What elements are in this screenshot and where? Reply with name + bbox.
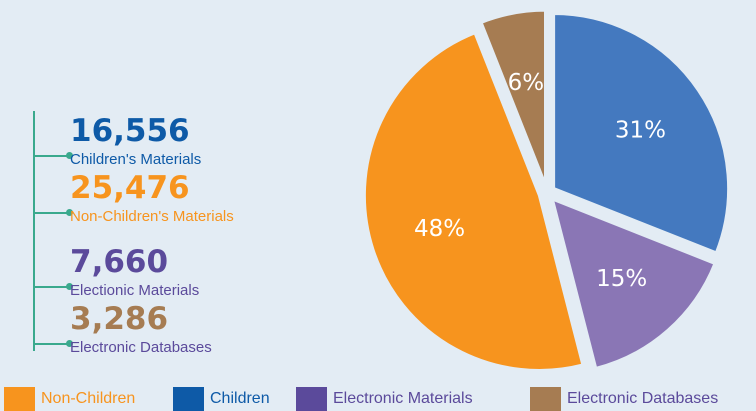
stat-tick [33, 212, 69, 214]
legend-label: Non-Children [41, 390, 136, 407]
legend-swatch [296, 387, 327, 411]
legend-label: Electronic Materials [333, 390, 473, 407]
stat-value: 16,556 [70, 113, 190, 149]
pie-slice-non-children [362, 30, 585, 372]
stat-dot [66, 152, 73, 159]
pie-slice-label: 31% [615, 117, 666, 143]
stat-label: Non-Children's Materials [70, 208, 234, 225]
legend-swatch [530, 387, 561, 411]
stat-value: 3,286 [70, 301, 169, 337]
pie-slice-children [552, 12, 731, 255]
legend-swatch [4, 387, 35, 411]
stat-label: Electionic Materials [70, 282, 200, 299]
pie-slice-electronic-databases [479, 8, 548, 186]
pie-slice-label: 15% [596, 266, 647, 292]
pie-slice-label: 6% [508, 70, 545, 96]
stat-tick [33, 286, 69, 288]
stat-tick [33, 343, 69, 345]
pie-slice-electronic-materials [550, 196, 717, 371]
stat-dot [66, 283, 73, 290]
legend-label: Electronic Databases [567, 390, 719, 407]
pie-slice-label: 48% [414, 216, 465, 242]
legend-label: Children [210, 390, 270, 407]
legend: Non-Children Children Electronic Materia… [0, 383, 756, 411]
stat-dot [66, 340, 73, 347]
legend-swatch [173, 387, 204, 411]
stats-bracket-line [33, 111, 35, 351]
stat-value: 25,476 [70, 170, 190, 206]
stats-panel: 16,556 Children's Materials 25,476 Non-C… [0, 0, 330, 360]
stat-label: Electronic Databases [70, 339, 212, 356]
stat-value: 7,660 [70, 244, 169, 280]
stat-dot [66, 209, 73, 216]
stat-label: Children's Materials [70, 151, 202, 168]
stat-tick [33, 155, 69, 157]
